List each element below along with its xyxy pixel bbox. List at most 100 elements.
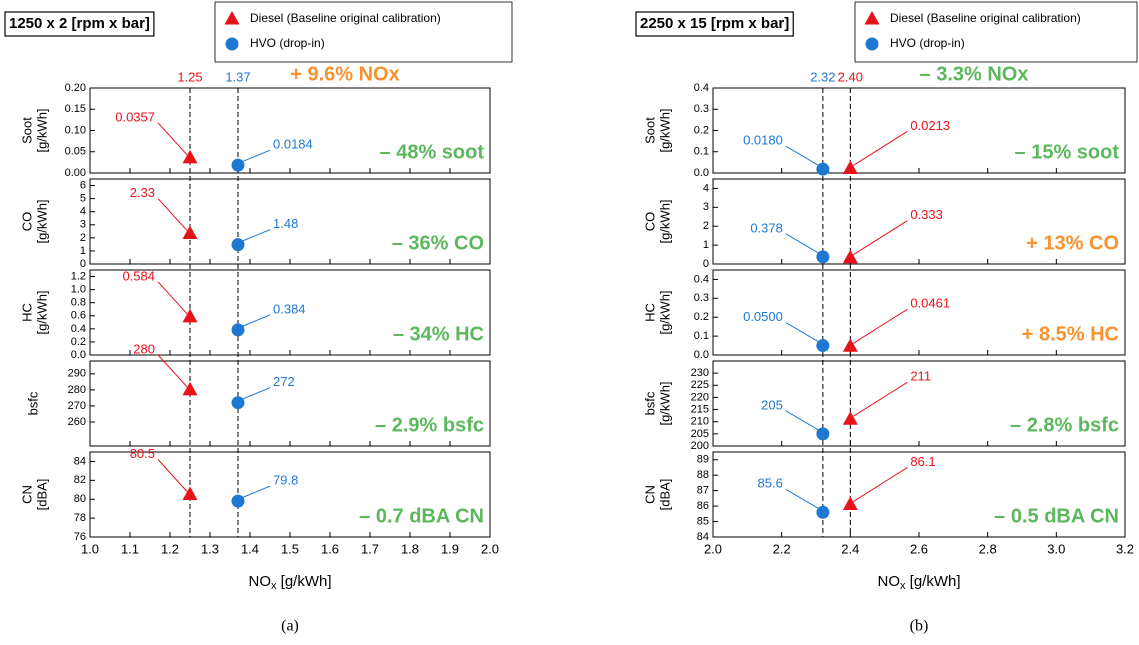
marker-circle — [231, 158, 245, 172]
x-tick-label: 3.2 — [1116, 541, 1134, 556]
x-tick-label: 1.1 — [121, 541, 139, 556]
x-tick-label: 1.9 — [441, 541, 459, 556]
y-axis-unit: [g/kWh] — [657, 199, 672, 243]
marker-circle — [231, 238, 245, 252]
y-tick-label: 2 — [703, 220, 709, 232]
y-axis-label: Soot — [19, 117, 34, 144]
y-tick-label: 88 — [697, 469, 709, 481]
y-tick-label: 1.0 — [71, 284, 86, 296]
subplot-annotation: + 13% CO — [1026, 232, 1119, 254]
y-tick-label: 84 — [74, 455, 86, 467]
value-label: 0.378 — [750, 220, 783, 235]
y-tick-label: 260 — [68, 416, 86, 428]
y-tick-label: 0.10 — [65, 124, 86, 136]
x-tick-label: 3.0 — [1047, 541, 1065, 556]
leader-line — [785, 145, 821, 167]
x-tick-label: 2.0 — [704, 541, 722, 556]
legend-label: HVO (drop-in) — [890, 36, 965, 50]
value-label: 0.0357 — [115, 109, 155, 124]
x-tick-label: 2.8 — [979, 541, 997, 556]
leader-line — [853, 467, 908, 502]
value-label: 2.33 — [130, 185, 155, 200]
title-box — [4, 11, 155, 37]
value-label: 86.1 — [910, 454, 935, 469]
nox-annotation: + 9.6% NOx — [290, 63, 400, 85]
panel-title: 2250 x 15 [rpm x bar] — [640, 15, 789, 32]
legend-marker — [865, 37, 879, 51]
y-tick-label: 0.0 — [71, 349, 86, 361]
y-tick-label: 3 — [80, 219, 86, 231]
y-tick-label: 89 — [697, 454, 709, 466]
leader-line — [853, 381, 908, 417]
leader-line — [157, 459, 188, 492]
y-tick-label: 82 — [74, 474, 86, 486]
y-tick-label: 270 — [68, 400, 86, 412]
y-tick-label: 0.4 — [694, 273, 709, 285]
y-tick-label: 1.2 — [71, 270, 86, 282]
leader-line — [157, 122, 188, 156]
y-tick-label: 0.20 — [65, 82, 86, 94]
x-tick-label: 2.4 — [841, 541, 859, 556]
leader-line — [853, 308, 908, 344]
marker-circle — [816, 427, 830, 441]
y-tick-label: 0.00 — [65, 167, 86, 179]
subplot-annotation: – 2.9% bsfc — [375, 414, 484, 436]
x-reference-label: 1.37 — [225, 69, 250, 84]
y-tick-label: 3 — [703, 201, 709, 213]
leader-line — [785, 410, 821, 432]
marker-circle — [816, 250, 830, 264]
y-tick-label: 0.6 — [71, 310, 86, 322]
y-tick-label: 210 — [691, 416, 709, 428]
nox-annotation: – 3.3% NOx — [920, 63, 1029, 85]
leader-line — [240, 229, 271, 243]
legend-marker — [225, 37, 239, 51]
value-label: 205 — [761, 397, 783, 412]
subplot-annotation: – 0.7 dBA CN — [359, 505, 484, 527]
y-axis-unit: [dBA] — [34, 479, 49, 511]
y-tick-label: 0.4 — [71, 323, 86, 335]
legend-marker — [864, 11, 880, 25]
marker-circle — [816, 339, 830, 353]
x-axis-label-part: NO — [877, 573, 900, 590]
y-axis-unit: [dBA] — [657, 479, 672, 511]
marker-triangle — [842, 411, 858, 425]
x-tick-label: 1.0 — [81, 541, 99, 556]
value-label: 0.0213 — [910, 118, 950, 133]
y-tick-label: 0.0 — [694, 167, 709, 179]
y-axis-label: CN — [19, 485, 34, 504]
y-tick-label: 5 — [80, 193, 86, 205]
x-tick-label: 1.7 — [361, 541, 379, 556]
marker-triangle — [842, 496, 858, 511]
y-axis-label: CO — [19, 212, 34, 232]
y-tick-label: 0 — [703, 258, 709, 270]
leader-line — [240, 149, 271, 163]
value-label: 211 — [910, 369, 931, 384]
value-label: 85.6 — [758, 476, 783, 491]
y-tick-label: 290 — [68, 368, 86, 380]
y-axis-label: HC — [19, 303, 34, 322]
value-label: 0.0500 — [743, 309, 783, 324]
value-label: 0.0184 — [273, 137, 313, 152]
caption: (a) — [281, 618, 299, 635]
value-label: 0.0461 — [910, 296, 950, 311]
marker-circle — [231, 323, 245, 337]
x-axis-label: NOx [g/kWh] — [877, 573, 960, 592]
marker-triangle — [182, 381, 198, 396]
leader-line — [157, 354, 188, 388]
leader-line — [853, 220, 908, 256]
marker-triangle — [842, 338, 858, 352]
y-tick-label: 0.2 — [694, 311, 709, 323]
leader-line — [240, 314, 271, 328]
y-tick-label: 0.05 — [65, 146, 86, 158]
marker-circle — [231, 396, 245, 410]
subplot-annotation: + 8.5% HC — [1022, 323, 1119, 345]
y-tick-label: 215 — [691, 403, 709, 415]
y-tick-label: 0.2 — [694, 124, 709, 136]
value-label: 1.48 — [273, 216, 298, 231]
y-tick-label: 0 — [80, 258, 86, 270]
legend-label: Diesel (Baseline original calibration) — [250, 11, 441, 25]
x-axis-label-part: x — [271, 580, 277, 592]
y-tick-label: 280 — [68, 384, 86, 396]
y-tick-label: 0.0 — [694, 349, 709, 361]
x-axis-label-part: NO — [248, 573, 271, 590]
